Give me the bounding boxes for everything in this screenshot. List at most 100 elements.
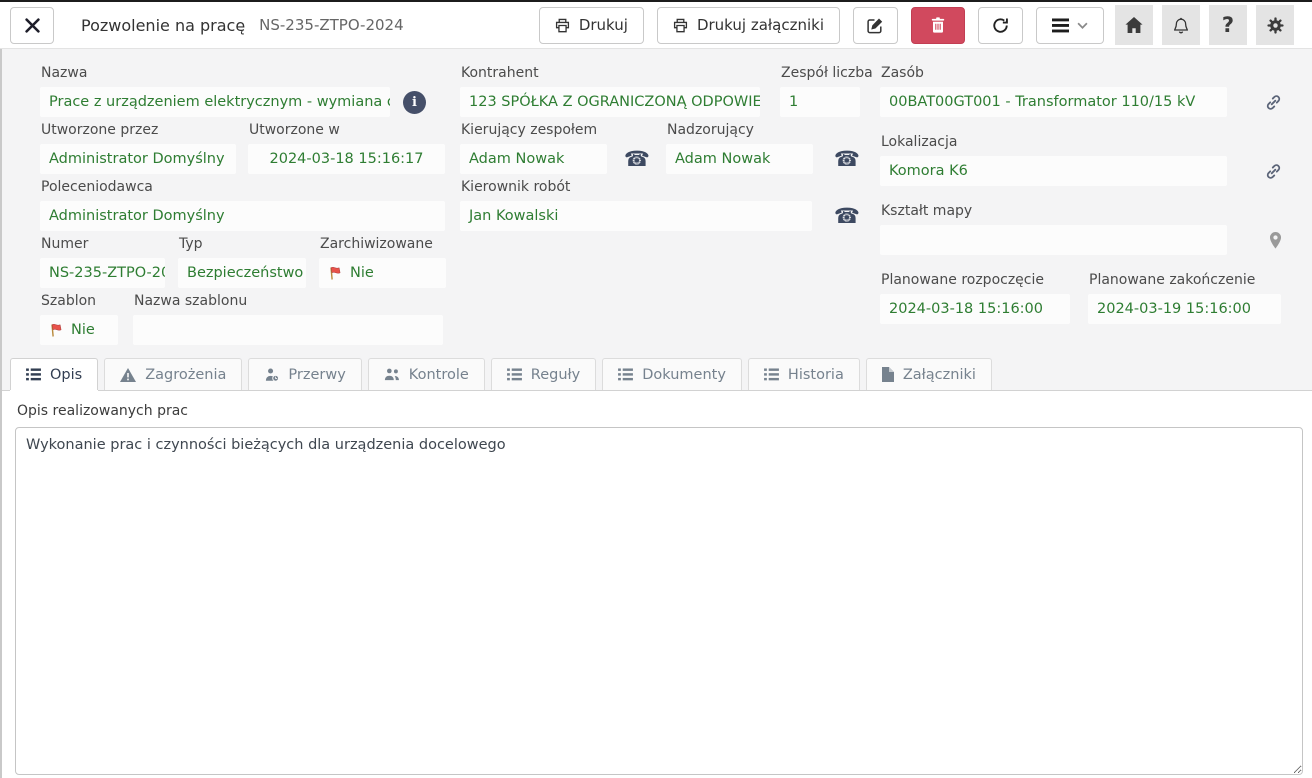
typ-field[interactable]: Bezpieczeństwo xyxy=(178,258,306,288)
gear-icon xyxy=(1266,16,1284,34)
flag-icon xyxy=(51,323,62,337)
utworzone-w-label: Utworzone w xyxy=(249,122,340,138)
tab-label: Kontrole xyxy=(408,366,469,383)
bell-icon xyxy=(1174,17,1188,33)
tab-opis[interactable]: Opis xyxy=(10,358,99,390)
question-mark-icon: ? xyxy=(1221,12,1235,37)
phone-icon[interactable]: ☎ xyxy=(833,146,860,171)
planowane-zakonczenie-label: Planowane zakończenie xyxy=(1089,272,1256,288)
utworzone-w-field[interactable]: 2024-03-18 15:16:17 xyxy=(248,144,445,174)
tab-label: Załączniki xyxy=(902,366,976,383)
print-attachments-button-label: Drukuj załączniki xyxy=(696,16,824,34)
home-icon xyxy=(1125,17,1143,33)
poleceniodawca-field[interactable]: Administrator Domyślny xyxy=(40,201,445,231)
numer-label: Numer xyxy=(41,236,89,252)
tab-zalaczniki[interactable]: Załączniki xyxy=(865,358,992,390)
tab-label: Reguły xyxy=(530,366,581,383)
tab-zagrozenia[interactable]: Zagrożenia xyxy=(104,358,243,390)
nadzorujacy-label: Nadzorujący xyxy=(667,122,754,138)
print-attachments-button[interactable]: Drukuj załączniki xyxy=(656,6,840,44)
list-icon xyxy=(618,368,634,381)
notifications-button[interactable] xyxy=(1162,5,1200,45)
form-column-right: Zasób 00BAT00GT001 - Transformator 110/1… xyxy=(880,64,1282,340)
link-icon[interactable] xyxy=(1265,163,1282,180)
home-button[interactable] xyxy=(1115,5,1153,45)
printer-icon xyxy=(673,18,687,32)
info-icon[interactable]: i xyxy=(403,90,426,114)
flag-icon xyxy=(330,266,341,280)
zarchiwizowane-field[interactable]: Nie xyxy=(319,258,446,288)
more-menu-button[interactable] xyxy=(1036,6,1104,44)
map-pin-icon[interactable] xyxy=(1269,231,1282,249)
list-icon xyxy=(763,368,779,381)
lokalizacja-field[interactable]: Komora K6 xyxy=(880,156,1227,186)
szablon-label: Szablon xyxy=(41,293,97,309)
page-title: Pozwolenie na pracę xyxy=(81,15,246,35)
utility-bar: ? xyxy=(1115,5,1294,45)
people-icon xyxy=(384,368,399,381)
chevron-down-icon xyxy=(1077,22,1088,29)
help-button[interactable]: ? xyxy=(1209,5,1247,45)
edit-icon xyxy=(867,18,883,33)
szablon-field[interactable]: Nie xyxy=(40,315,118,345)
zespol-liczba-label: Zespół liczba xyxy=(781,65,873,81)
print-button-label: Drukuj xyxy=(578,16,628,34)
close-icon xyxy=(24,17,40,33)
refresh-button[interactable] xyxy=(978,6,1023,44)
window-header: Pozwolenie na pracę NS-235-ZTPO-2024 Dru… xyxy=(0,2,1312,49)
nadzorujacy-field[interactable]: Adam Nowak xyxy=(666,144,813,174)
utworzone-przez-label: Utworzone przez xyxy=(41,122,159,138)
utworzone-przez-field[interactable]: Administrator Domyślny xyxy=(40,144,236,174)
planowane-zakonczenie-field[interactable]: 2024-03-19 15:16:00 xyxy=(1088,294,1281,324)
printer-icon xyxy=(555,18,569,32)
warning-icon xyxy=(120,367,137,382)
trash-icon xyxy=(931,17,945,33)
file-icon xyxy=(881,367,894,382)
szablon-value: Nie xyxy=(71,322,95,338)
edit-button[interactable] xyxy=(853,6,898,44)
tab-kontrole[interactable]: Kontrole xyxy=(367,358,485,390)
phone-icon[interactable]: ☎ xyxy=(623,146,650,171)
kierujacy-zespolem-field[interactable]: Adam Nowak xyxy=(460,144,607,174)
refresh-icon xyxy=(993,17,1008,33)
tab-historia[interactable]: Historia xyxy=(747,358,860,390)
nazwa-field[interactable]: Prace z urządzeniem elektrycznym - wymia… xyxy=(40,87,390,117)
tab-label: Historia xyxy=(787,366,844,383)
nazwa-szablonu-field[interactable] xyxy=(133,315,443,345)
poleceniodawca-label: Poleceniodawca xyxy=(41,179,153,195)
tab-przerwy[interactable]: Przerwy xyxy=(248,358,362,390)
lokalizacja-label: Lokalizacja xyxy=(881,134,958,150)
ksztalt-mapy-field[interactable] xyxy=(880,225,1227,255)
delete-button[interactable] xyxy=(911,6,965,44)
tab-reguly[interactable]: Reguły xyxy=(490,358,597,390)
zasob-field[interactable]: 00BAT00GT001 - Transformator 110/15 kV xyxy=(880,87,1227,117)
zarchiwizowane-value: Nie xyxy=(350,265,374,281)
tab-label: Opis xyxy=(50,366,83,383)
phone-icon[interactable]: ☎ xyxy=(833,203,860,228)
zarchiwizowane-label: Zarchiwizowane xyxy=(320,236,433,252)
zasob-label: Zasób xyxy=(881,65,924,81)
description-textarea[interactable]: Wykonanie prac i czynności bieżących dla… xyxy=(15,427,1303,775)
planowane-rozpoczecie-field[interactable]: 2024-03-18 15:16:00 xyxy=(880,294,1070,324)
close-button[interactable] xyxy=(10,6,54,44)
list-icon xyxy=(26,368,41,381)
kierownik-robot-field[interactable]: Jan Kowalski xyxy=(460,201,812,231)
nazwa-label: Nazwa xyxy=(41,65,88,81)
kierownik-robot-label: Kierownik robót xyxy=(461,179,571,195)
permit-form: Nazwa Prace z urządzeniem elektrycznym -… xyxy=(2,49,1312,355)
kontrahent-field[interactable]: 123 SPÓŁKA Z OGRANICZONĄ ODPOWIEDZIA xyxy=(460,87,760,117)
nazwa-szablonu-label: Nazwa szablonu xyxy=(134,293,248,309)
typ-label: Typ xyxy=(179,236,203,252)
opis-tab-panel: Opis realizowanych prac Wykonanie prac i… xyxy=(2,391,1312,778)
zespol-liczba-field[interactable]: 1 xyxy=(780,87,860,117)
numer-field[interactable]: NS-235-ZTPO-2024 xyxy=(40,258,165,288)
form-column-left: Nazwa Prace z urządzeniem elektrycznym -… xyxy=(40,64,446,349)
print-button[interactable]: Drukuj xyxy=(538,6,644,44)
main-area: Nazwa Prace z urządzeniem elektrycznym -… xyxy=(0,49,1312,778)
link-icon[interactable] xyxy=(1265,94,1282,111)
tab-dokumenty[interactable]: Dokumenty xyxy=(602,358,742,390)
tab-label: Zagrożenia xyxy=(145,366,227,383)
list-icon xyxy=(506,368,522,381)
settings-button[interactable] xyxy=(1256,5,1294,45)
